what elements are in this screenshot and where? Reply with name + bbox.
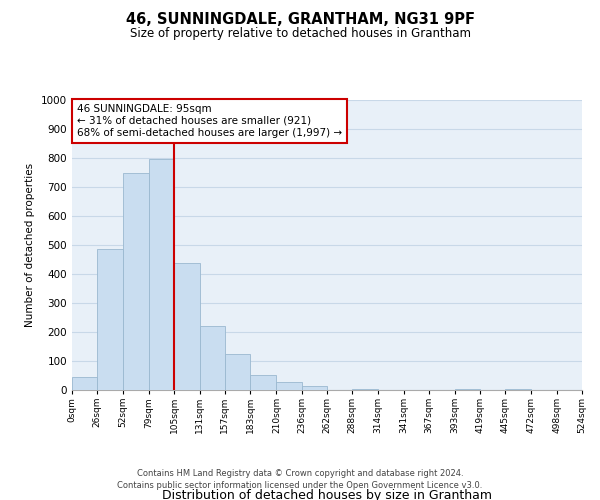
Text: 46, SUNNINGDALE, GRANTHAM, NG31 9PF: 46, SUNNINGDALE, GRANTHAM, NG31 9PF [125,12,475,28]
Text: Contains public sector information licensed under the Open Government Licence v3: Contains public sector information licen… [118,481,482,490]
Bar [302,386,327,390]
Bar [352,388,377,390]
Bar [174,263,200,390]
X-axis label: Distribution of detached houses by size in Grantham: Distribution of detached houses by size … [162,489,492,500]
Text: Size of property relative to detached houses in Grantham: Size of property relative to detached ho… [130,28,470,40]
Bar [149,160,174,390]
Bar [277,382,302,390]
Bar [97,250,122,390]
Bar [225,354,250,390]
Bar [250,375,277,390]
Bar [199,326,225,390]
Text: Contains HM Land Registry data © Crown copyright and database right 2024.: Contains HM Land Registry data © Crown c… [137,468,463,477]
Text: 46 SUNNINGDALE: 95sqm
← 31% of detached houses are smaller (921)
68% of semi-det: 46 SUNNINGDALE: 95sqm ← 31% of detached … [77,104,342,138]
Y-axis label: Number of detached properties: Number of detached properties [25,163,35,327]
Bar [455,388,480,390]
Bar [505,388,532,390]
Bar [72,377,97,390]
Bar [122,172,149,390]
